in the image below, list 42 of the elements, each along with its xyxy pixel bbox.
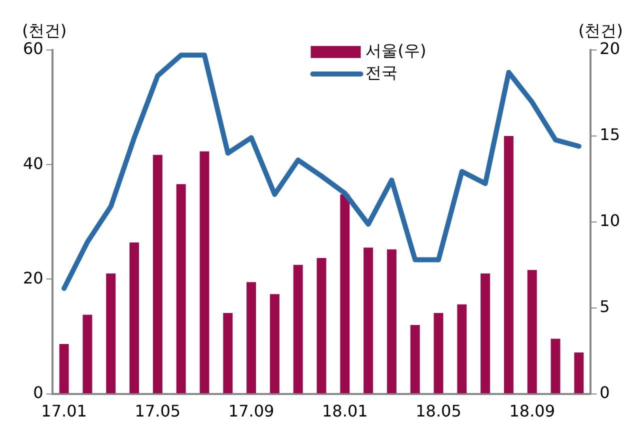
bar bbox=[223, 313, 233, 394]
x-tick-label: 18.09 bbox=[509, 402, 556, 421]
x-tick-label: 17.09 bbox=[228, 402, 274, 421]
bar bbox=[152, 154, 162, 394]
bar bbox=[574, 352, 584, 394]
y-tick-label: 40 bbox=[23, 154, 44, 173]
bar bbox=[340, 194, 350, 394]
bar bbox=[480, 273, 490, 394]
x-tick-label: 17.05 bbox=[134, 402, 181, 421]
bar bbox=[59, 344, 69, 394]
y2-tick-label: 20 bbox=[600, 39, 620, 58]
bar bbox=[176, 184, 186, 394]
bar bbox=[82, 314, 92, 394]
bar bbox=[316, 258, 326, 394]
bar bbox=[293, 264, 303, 394]
bar bbox=[527, 270, 537, 394]
y2-axis-title: (천건) bbox=[578, 21, 623, 40]
bar bbox=[504, 136, 514, 394]
y2-tick-label: 15 bbox=[600, 125, 620, 144]
legend-label: 서울(우) bbox=[366, 41, 426, 60]
x-tick-label: 18.01 bbox=[322, 402, 368, 421]
bar bbox=[386, 249, 396, 394]
bar bbox=[106, 273, 116, 394]
x-tick-label: 18.05 bbox=[416, 402, 462, 421]
y-tick-label: 0 bbox=[33, 382, 44, 402]
legend-label: 전국 bbox=[366, 63, 398, 82]
bar bbox=[200, 151, 210, 394]
y2-tick-label: 0 bbox=[600, 382, 610, 402]
bar bbox=[457, 304, 467, 394]
y2-tick-label: 10 bbox=[600, 211, 620, 230]
bar bbox=[434, 313, 444, 394]
x-tick-label: 17.01 bbox=[41, 402, 87, 421]
bar bbox=[130, 242, 140, 394]
y-axis-title: (천건) bbox=[22, 21, 67, 40]
bar bbox=[410, 325, 420, 394]
bar bbox=[550, 338, 560, 394]
bar bbox=[364, 248, 374, 394]
y2-tick-label: 5 bbox=[600, 297, 610, 316]
bar bbox=[270, 294, 280, 394]
y-tick-label: 60 bbox=[23, 39, 44, 58]
y-tick-label: 20 bbox=[23, 268, 44, 288]
bar bbox=[246, 282, 256, 394]
